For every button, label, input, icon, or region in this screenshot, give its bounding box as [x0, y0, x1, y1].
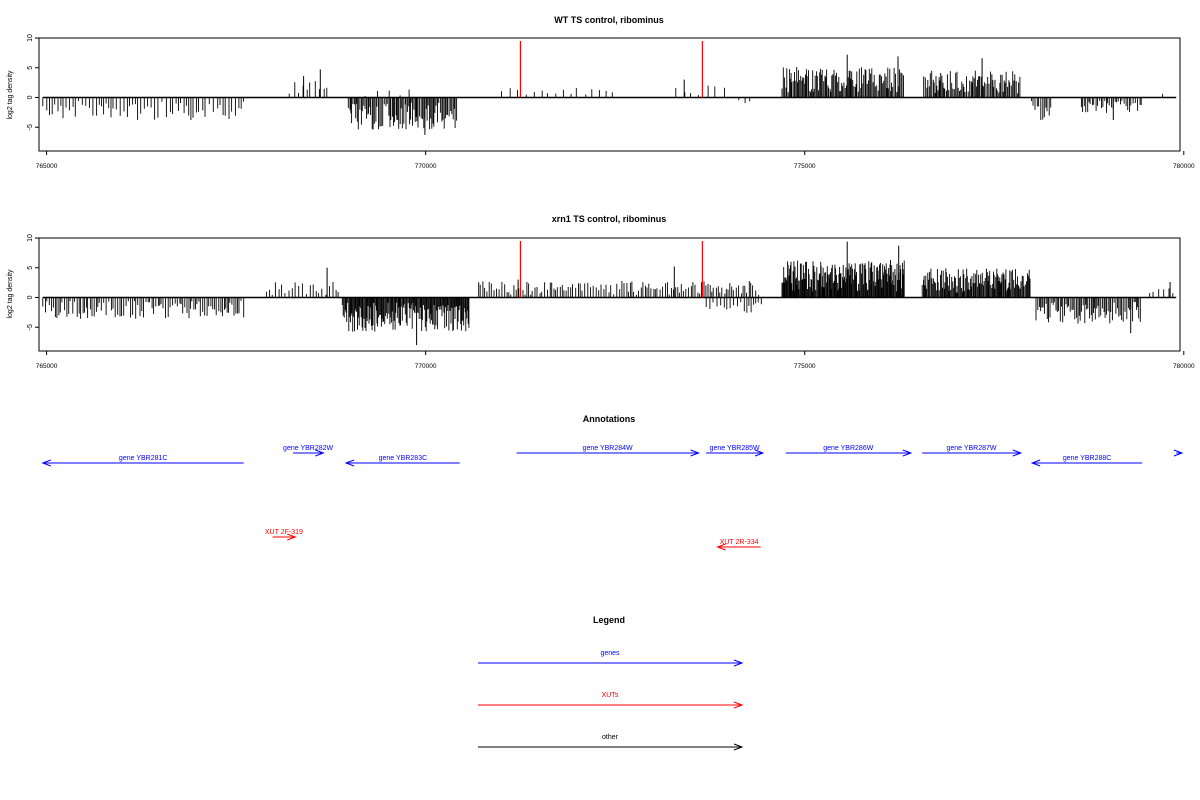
y-tick-label: 0 — [27, 95, 34, 99]
x-tick-label: 775000 — [794, 163, 816, 170]
legend-title: Legend — [593, 615, 625, 625]
wt-x-axis: 765000 770000 775000 780000 — [36, 151, 1195, 170]
wt-density-panel: WT TS control, ribominus log2 tag densit… — [7, 15, 1195, 170]
xrn1-x-axis: 765000 770000 775000 780000 — [36, 351, 1195, 370]
x-tick-label: 775000 — [794, 363, 816, 370]
wt-plot-frame — [38, 37, 1181, 152]
legend-label: genes — [600, 650, 620, 657]
gene-label: gene YBR288C — [1063, 455, 1112, 462]
legend-items: genes XUTs other — [478, 650, 744, 751]
legend-arrow — [478, 743, 744, 751]
y-tick-label: 5 — [27, 266, 34, 270]
xrn1-panel-title: xrn1 TS control, ribominus — [552, 214, 667, 224]
y-tick-label: 10 — [27, 34, 34, 42]
xrn1-position-markers — [519, 240, 703, 298]
gene-arrow — [344, 459, 460, 467]
legend-label: XUTs — [602, 692, 619, 699]
xrn1-y-axis: -5 0 5 10 — [27, 234, 39, 330]
wt-panel-title: WT TS control, ribominus — [554, 15, 664, 25]
wt-y-axis: -5 0 5 10 — [27, 34, 39, 130]
x-tick-label: 770000 — [415, 363, 437, 370]
gene-arrow — [922, 449, 1023, 457]
xut-label: XUT 2R-334 — [720, 539, 759, 546]
x-tick-label: 765000 — [36, 163, 58, 170]
y-tick-label: 5 — [27, 66, 34, 70]
legend: Legend genes XUTs other — [478, 615, 744, 751]
y-tick-label: 10 — [27, 234, 34, 242]
gene-label: gene YBR285W — [710, 445, 760, 452]
gene-arrow — [785, 449, 913, 457]
y-tick-label: -5 — [27, 124, 34, 130]
xrn1-density-panel: xrn1 TS control, ribominus log2 tag dens… — [7, 214, 1195, 370]
xut-arrow — [716, 543, 761, 551]
gene-arrow — [292, 449, 325, 457]
gene-annotations: gene YBR281C gene YBR282W gene YBR283C gene… — [41, 445, 1184, 467]
gene-label: gene YBR287W — [946, 445, 996, 452]
gene-arrow — [1173, 449, 1184, 457]
xrn1-density-bars — [42, 241, 1177, 346]
xut-arrow — [272, 533, 297, 541]
gene-arrow — [41, 459, 244, 467]
gene-label: gene YBR282W — [283, 445, 333, 452]
y-tick-label: -5 — [27, 324, 34, 330]
xrn1-y-axis-label: log2 tag density — [7, 269, 14, 319]
x-tick-label: 770000 — [415, 163, 437, 170]
gene-label: gene YBR286W — [823, 445, 873, 452]
legend-arrow — [478, 659, 744, 667]
legend-arrow — [478, 701, 744, 709]
x-tick-label: 780000 — [1173, 163, 1195, 170]
y-tick-label: 0 — [27, 295, 34, 299]
annotations-title: Annotations — [583, 414, 636, 424]
gene-arrow — [1030, 459, 1143, 467]
wt-density-bars — [42, 54, 1177, 135]
wt-y-axis-label: log2 tag density — [7, 70, 14, 120]
x-tick-label: 765000 — [36, 363, 58, 370]
gene-label: gene YBR281C — [119, 455, 168, 462]
x-tick-label: 780000 — [1173, 363, 1195, 370]
gene-arrow — [516, 449, 701, 457]
gene-label: gene YBR284W — [583, 445, 633, 452]
xut-label: XUT 2F-319 — [265, 529, 303, 536]
wt-position-markers — [519, 40, 703, 98]
xrn1-plot-frame — [38, 237, 1181, 352]
legend-label: other — [602, 734, 619, 741]
gene-arrow — [706, 449, 765, 457]
gene-label: gene YBR283C — [379, 455, 428, 462]
xut-annotations: XUT 2F-319 XUT 2R-334 — [265, 529, 761, 551]
